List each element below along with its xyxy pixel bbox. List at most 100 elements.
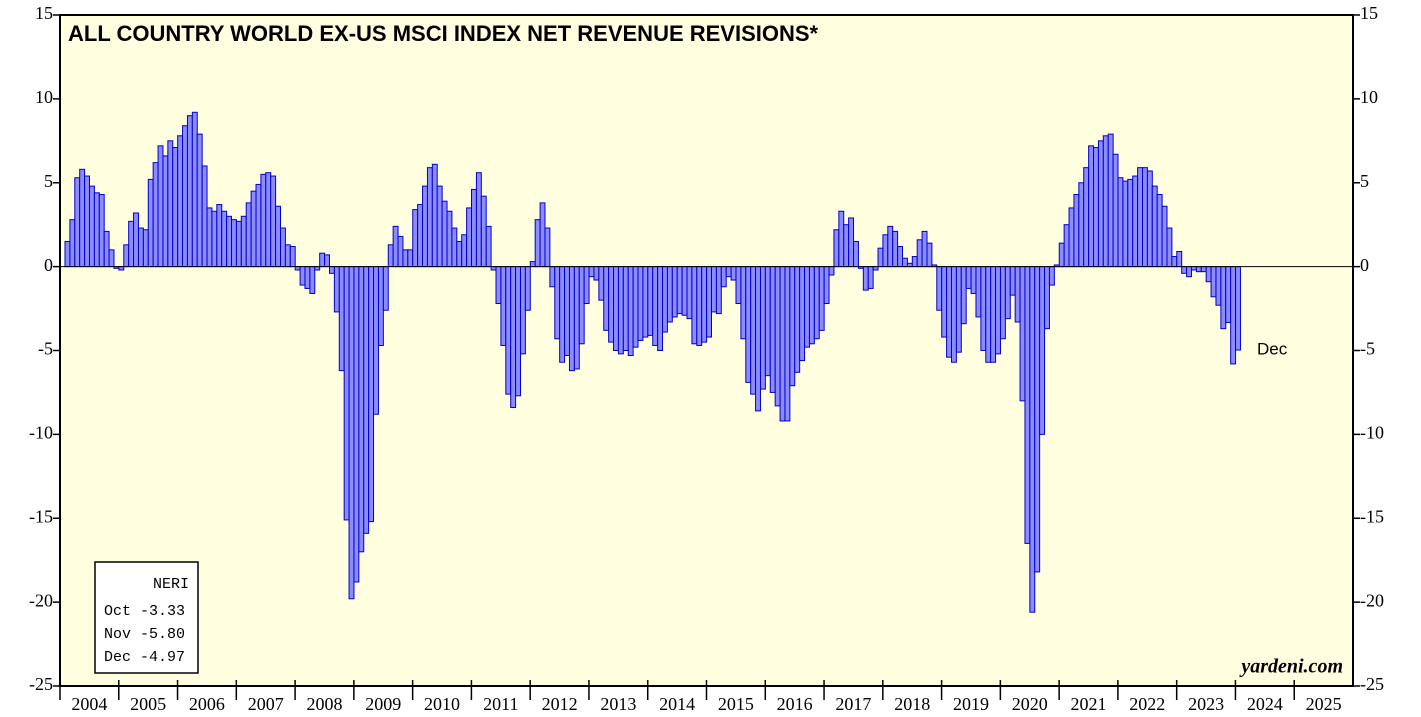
- y2-tick-label: -10: [1360, 423, 1384, 443]
- bar: [319, 252, 326, 268]
- bar: [642, 266, 649, 338]
- bar: [368, 266, 375, 523]
- legend-row: Dec -4.97: [104, 649, 185, 666]
- bar: [671, 266, 678, 318]
- bar: [79, 168, 86, 268]
- bar: [1058, 242, 1065, 268]
- bar: [1127, 178, 1134, 268]
- y2-tick-label: 15: [1360, 3, 1378, 23]
- y2-tick-label: -20: [1360, 590, 1384, 610]
- bar: [583, 266, 590, 305]
- bar: [1122, 180, 1129, 268]
- plot-area: [59, 14, 1354, 687]
- bar: [1166, 227, 1173, 268]
- bar: [647, 266, 654, 336]
- bar: [348, 266, 355, 600]
- bar: [544, 227, 551, 268]
- bar: [999, 266, 1006, 340]
- y-tick-label: -25: [29, 674, 53, 694]
- bar: [1181, 266, 1188, 274]
- x-tick-label: 2019: [953, 694, 989, 714]
- bar: [706, 266, 713, 338]
- bar: [519, 266, 526, 355]
- bar: [990, 266, 997, 363]
- bar: [784, 266, 791, 422]
- bar: [456, 240, 463, 268]
- bar: [1078, 182, 1085, 268]
- bar: [471, 188, 477, 268]
- bar: [946, 266, 952, 358]
- bar: [813, 266, 820, 340]
- bar: [715, 266, 722, 315]
- y-tick-label: 0: [44, 255, 53, 275]
- bar: [397, 235, 404, 268]
- x-tick-label: 2012: [542, 694, 578, 714]
- bar: [231, 219, 237, 268]
- bar: [133, 212, 139, 268]
- bar: [573, 266, 580, 370]
- bar: [466, 207, 473, 268]
- bar: [1112, 153, 1119, 268]
- bar: [245, 202, 252, 268]
- bar: [1190, 266, 1197, 271]
- bar: [515, 266, 521, 397]
- bar: [906, 262, 913, 268]
- bar: [377, 266, 384, 346]
- bar: [128, 220, 135, 268]
- bar: [1024, 266, 1031, 544]
- bar: [88, 185, 95, 268]
- bar: [1200, 266, 1207, 273]
- bar: [1004, 266, 1011, 320]
- legend-row: Oct -3.33: [104, 603, 185, 620]
- x-tick-label: 2004: [71, 694, 107, 714]
- bar: [872, 266, 879, 271]
- bar: [196, 133, 203, 268]
- x-tick-label: 2016: [777, 694, 813, 714]
- bar: [1117, 177, 1124, 268]
- bar: [1210, 266, 1217, 298]
- bar: [1186, 266, 1192, 278]
- bar: [1039, 266, 1046, 435]
- bar: [686, 266, 693, 320]
- bar: [1235, 266, 1241, 351]
- bar: [226, 215, 233, 268]
- bar: [333, 266, 340, 313]
- x-tick-label: 2014: [659, 694, 695, 714]
- bar: [392, 225, 399, 268]
- bar: [299, 266, 306, 286]
- x-tick-label: 2018: [894, 694, 930, 714]
- bar: [280, 227, 286, 268]
- bar: [681, 266, 688, 316]
- bar: [701, 266, 708, 343]
- bar: [142, 229, 149, 268]
- bar: [534, 219, 541, 268]
- bar: [93, 192, 100, 268]
- bar: [652, 266, 659, 346]
- bar: [887, 225, 894, 268]
- bar: [123, 244, 130, 268]
- bar: [882, 234, 889, 268]
- y-tick-label: 5: [44, 171, 53, 191]
- bar: [941, 266, 948, 338]
- bar: [480, 195, 487, 268]
- bar: [588, 266, 595, 278]
- bar: [554, 266, 561, 340]
- bar: [848, 217, 855, 268]
- bar: [1151, 185, 1158, 268]
- bar: [324, 254, 330, 268]
- bar: [1044, 266, 1050, 330]
- bar: [838, 210, 845, 268]
- bar: [985, 266, 992, 363]
- bar: [955, 266, 962, 353]
- bar: [862, 266, 869, 291]
- bar: [740, 266, 747, 340]
- y2-tick-label: -15: [1360, 506, 1384, 526]
- bar: [745, 266, 752, 383]
- bar: [867, 266, 874, 289]
- bar: [1195, 266, 1202, 273]
- y-tick-label: 10: [35, 87, 53, 107]
- bar: [730, 266, 737, 281]
- bar: [578, 266, 585, 345]
- bar: [524, 266, 531, 311]
- bar: [343, 266, 350, 521]
